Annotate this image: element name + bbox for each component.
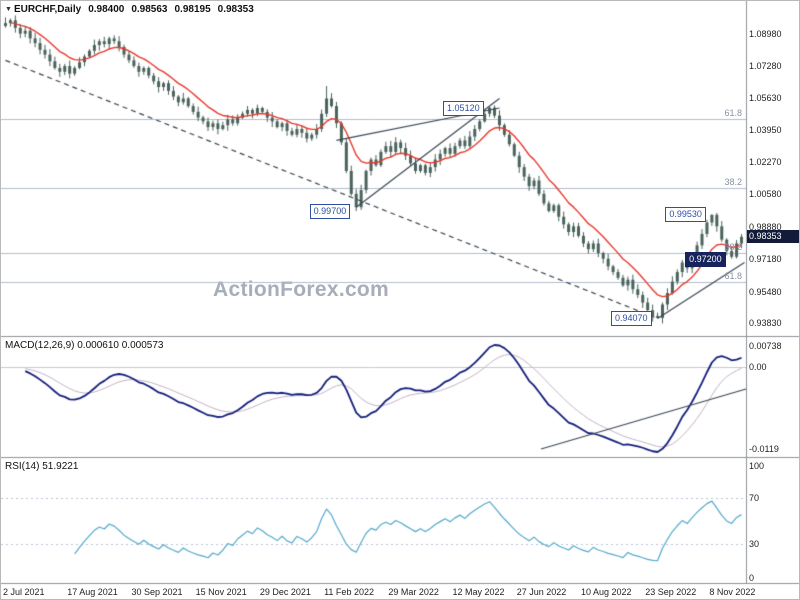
price-tick: 0.97180 (749, 254, 782, 265)
time-axis-label: 30 Sep 2021 (131, 587, 183, 597)
ohlc-open: 0.98400 (88, 4, 125, 15)
price-tick: 1.02270 (749, 156, 782, 167)
time-axis-label: 23 Sep 2022 (645, 587, 697, 597)
macd-tick-zero: 0.00 (749, 362, 767, 373)
fib-label: 38.2 (724, 242, 742, 253)
rsi-tick: 70 (749, 492, 760, 503)
fib-label: 61.8 (724, 271, 742, 282)
time-axis-label: 2 Jul 2021 (3, 587, 45, 597)
swing-annotation: 1.05120 (443, 100, 484, 116)
rsi-tick: 0 (749, 573, 755, 583)
rsi-tick: 100 (749, 461, 765, 471)
symbol-marker-icon: ▼ (5, 6, 12, 13)
price-tick: 1.00580 (749, 189, 782, 200)
swing-annotation: 0.97200 (685, 251, 726, 267)
macd-tick-max: 0.00738 (749, 341, 782, 351)
ohlc-high: 0.98563 (131, 4, 168, 15)
fib-label: 61.8 (724, 108, 742, 119)
time-axis-label: 10 Aug 2022 (580, 587, 632, 597)
time-axis-label: 8 Nov 2022 (709, 587, 756, 597)
time-axis-label: 17 Aug 2021 (67, 587, 118, 597)
price-tick: 1.05630 (749, 92, 782, 103)
ohlc-low: 0.98195 (174, 4, 211, 15)
time-axis-label: 27 Jun 2022 (516, 587, 567, 597)
swing-annotation: 0.99530 (665, 207, 706, 223)
time-axis-label: 15 Nov 2021 (195, 587, 247, 597)
rsi-indicator-label: RSI(14) 51.9221 (5, 461, 79, 472)
swing-annotation: 0.99700 (309, 204, 351, 220)
symbol-timeframe: EURCHF,Daily (13, 4, 82, 15)
price-tick: 0.95480 (749, 286, 782, 297)
price-tick: 0.93830 (749, 318, 782, 328)
price-tick: 1.08980 (749, 29, 782, 39)
price-tick: 0.98880 (749, 221, 782, 232)
macd-tick-min: -0.0119 (749, 444, 779, 454)
fib-label: 38.2 (724, 177, 742, 188)
time-axis-label: 29 Mar 2022 (388, 587, 439, 597)
time-axis-label: 12 May 2022 (452, 587, 505, 597)
swing-annotation: 0.94070 (611, 311, 652, 327)
price-tick: 1.07280 (749, 61, 782, 72)
rsi-tick: 30 (749, 539, 760, 550)
ohlc-close: 0.98353 (217, 4, 254, 15)
time-axis-label: 11 Feb 2022 (324, 587, 374, 597)
current-price-tag: 0.98353 (747, 229, 799, 243)
time-axis-label: 29 Dec 2021 (259, 587, 311, 597)
macd-indicator-label: MACD(12,26,9) 0.000610 0.000573 (5, 340, 164, 351)
price-tick: 1.03950 (749, 124, 782, 135)
chart-title-bar: ▼ EURCHF,Daily 0.98400 0.98563 0.98195 0.9835… (5, 4, 256, 15)
